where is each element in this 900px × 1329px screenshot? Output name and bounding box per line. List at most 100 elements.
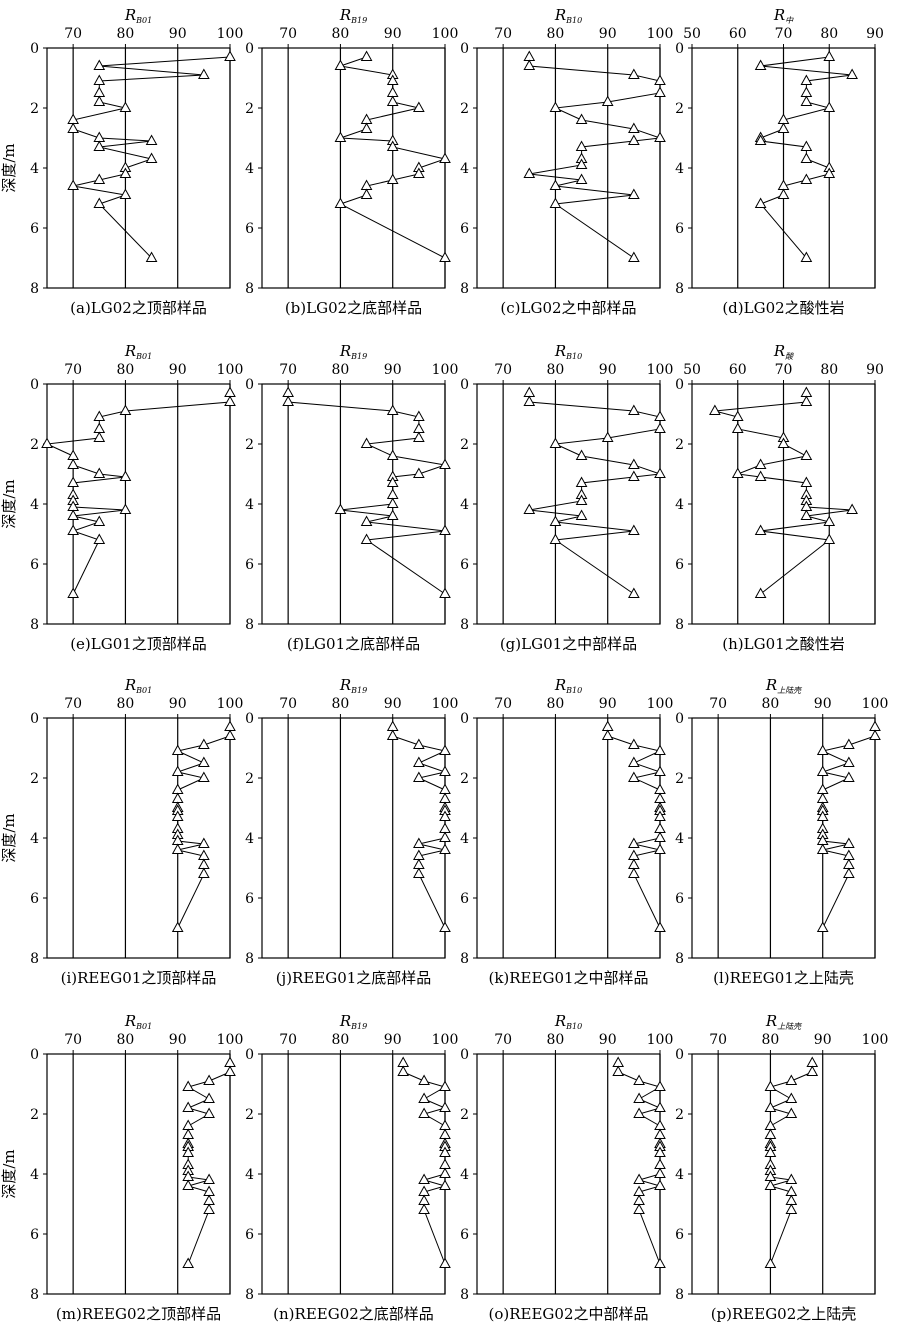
data-point-triangle [523,386,536,397]
data-point-triangle [654,467,666,478]
x-axis-label-subscript: B01 [135,352,152,361]
y-tick-label: 8 [675,1287,684,1303]
data-point-triangle [386,449,399,460]
data-point-triangle [575,509,588,520]
data-point-triangle [397,1065,410,1076]
data-point-triangle [846,68,858,79]
y-tick-label: 8 [460,1287,469,1303]
data-point-triangle [93,410,106,421]
x-tick-label: 100 [647,26,674,42]
y-tick-label: 0 [30,377,39,393]
panel-m: 70 80 90 100 0 2 4 6 8 RB01 深度/m (m)REEG02之顶部样品 [0,1012,243,1323]
data-point-triangle [93,86,106,97]
y-tick-label: 2 [30,771,39,787]
data-point-triangle [171,744,184,755]
x-axis-label-subscript: B01 [135,16,152,25]
y-tick-label: 2 [675,437,684,453]
data-point-triangle [145,251,158,262]
panel-caption: (c)LG02之中部样品 [500,299,636,317]
data-point-triangle [843,867,855,878]
x-tick-label: 100 [432,362,459,378]
x-tick-label: 90 [169,26,187,42]
x-tick-label: 90 [866,26,884,42]
data-point-triangle [785,1194,798,1205]
data-point-triangle [754,197,767,208]
x-tick-label: 100 [217,362,244,378]
x-tick-label: 70 [279,1032,297,1048]
y-tick-label: 8 [30,951,39,967]
data-point-triangle [823,515,836,526]
data-point-triangle [800,152,813,163]
data-point-triangle [654,74,666,85]
data-point-triangle [628,251,640,262]
data-point-triangle [439,921,451,932]
panel-g: 70 80 90 100 0 2 4 6 8 RB10 (g)LG01之中部样品 [460,342,673,653]
data-point-triangle [93,515,106,526]
data-point-triangle [785,1074,798,1085]
x-axis-label: R上陆壳 [765,676,803,695]
x-tick-label: 90 [599,26,617,42]
y-tick-label: 0 [245,377,254,393]
y-tick-label: 0 [245,1047,254,1063]
data-point-triangle [628,122,640,133]
data-point-triangle [777,188,790,199]
x-axis-label: RB01 [124,1012,152,1031]
x-axis-label-subscript: 酸 [785,352,794,361]
x-tick-label: 80 [117,696,135,712]
data-point-triangle [439,831,451,842]
y-tick-label: 6 [30,221,39,237]
y-tick-label: 4 [460,831,469,847]
data-point-triangle [439,587,451,598]
y-tick-label: 2 [30,437,39,453]
data-point-triangle [628,738,640,749]
y-tick-label: 8 [245,951,254,967]
data-point-triangle [439,744,451,755]
data-point-triangle [413,431,425,442]
y-tick-label: 4 [245,831,254,847]
data-point-triangle [575,173,588,184]
data-point-triangle [418,1194,430,1205]
x-tick-label: 70 [64,696,82,712]
data-point-triangle [224,720,236,731]
y-tick-label: 2 [245,101,254,117]
panel-caption: (j)REEG01之底部样品 [276,969,432,987]
series-line [287,393,446,595]
data-point-triangle [575,158,588,169]
data-point-triangle [754,524,767,535]
data-point-triangle [549,197,562,208]
data-point-triangle [816,765,829,776]
x-tick-label: 50 [683,26,701,42]
plot-frame [691,717,876,959]
y-tick-label: 6 [675,221,684,237]
data-point-triangle [628,68,640,79]
data-point-triangle [334,197,347,208]
y-tick-label: 6 [30,557,39,573]
data-point-triangle [386,404,399,415]
data-point-triangle [198,756,210,767]
y-tick-label: 0 [675,41,684,57]
data-point-triangle [67,179,79,190]
data-point-triangle [800,251,813,262]
data-point-triangle [816,792,829,803]
x-tick-label: 70 [64,1032,82,1048]
y-tick-label: 4 [460,1167,469,1183]
data-point-triangle [67,476,79,487]
data-point-triangle [41,437,53,448]
data-point-triangle [386,476,399,487]
y-tick-label: 8 [245,617,254,633]
data-point-triangle [654,131,666,142]
data-point-triangle [224,1065,236,1076]
data-point-triangle [654,1119,666,1130]
data-point-triangle [731,422,744,433]
data-point-triangle [418,1107,430,1118]
data-point-triangle [628,837,640,848]
data-point-triangle [816,744,829,755]
data-point-triangle [764,1179,777,1190]
x-tick-label: 90 [384,1032,402,1048]
data-point-triangle [413,167,425,178]
data-point-triangle [869,729,881,740]
data-point-triangle [67,509,79,520]
panel-h: 50 60 70 80 90 0 2 4 6 8 R酸 (h)LG01之酸性岩 [675,342,884,653]
data-point-triangle [654,1101,666,1112]
data-point-triangle [67,122,79,133]
